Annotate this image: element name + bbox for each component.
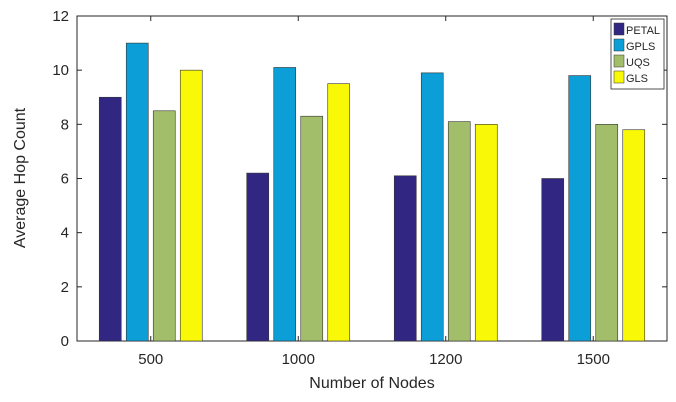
y-tick-label: 0 bbox=[61, 333, 69, 350]
bar-petal-1200 bbox=[393, 175, 417, 342]
legend-label-gpls: GPLS bbox=[626, 41, 655, 53]
y-tick-label: 12 bbox=[52, 8, 69, 25]
y-tick-label: 10 bbox=[52, 62, 69, 79]
x-tick-label: 1000 bbox=[282, 351, 315, 368]
bar-petal-1000 bbox=[246, 172, 270, 342]
bar-petal-1500 bbox=[541, 178, 565, 342]
legend-label-petal: PETAL bbox=[626, 25, 660, 37]
bar-uqs-1500 bbox=[595, 124, 619, 342]
legend: PETAL GPLS UQS GLS bbox=[610, 18, 665, 90]
y-tick-label: 6 bbox=[61, 171, 69, 188]
bar-uqs-1000 bbox=[300, 115, 324, 342]
y-tick-label: 8 bbox=[61, 116, 69, 133]
bar-gpls-1000 bbox=[273, 67, 297, 342]
x-tick-label: 1200 bbox=[429, 351, 462, 368]
bars-layer bbox=[98, 42, 646, 342]
bar-uqs-1200 bbox=[447, 121, 471, 342]
x-tick-label: 500 bbox=[138, 351, 163, 368]
bar-gpls-1500 bbox=[568, 75, 592, 342]
legend-label-uqs: UQS bbox=[626, 57, 650, 69]
bar-gls-1200 bbox=[474, 124, 498, 342]
legend-swatch-petal bbox=[613, 22, 625, 36]
bar-gls-500 bbox=[179, 69, 203, 342]
x-tick-label: 1500 bbox=[577, 351, 610, 368]
bar-gpls-500 bbox=[125, 42, 149, 342]
y-axis-label: Average Hop Count bbox=[12, 107, 29, 248]
y-tick-label: 4 bbox=[61, 225, 69, 242]
legend-swatch-gpls bbox=[613, 38, 625, 52]
bar-gpls-1200 bbox=[420, 72, 444, 342]
legend-swatch-uqs bbox=[613, 54, 625, 68]
ticks-layer: 0 2 4 6 8 10 12 500 1000 1200 1500 bbox=[52, 8, 667, 368]
y-tick-label: 2 bbox=[61, 279, 69, 296]
legend-swatch-gls bbox=[613, 70, 625, 84]
bar-uqs-500 bbox=[152, 110, 176, 342]
legend-label-gls: GLS bbox=[626, 73, 648, 85]
bar-gls-1500 bbox=[622, 129, 646, 342]
x-axis-label: Number of Nodes bbox=[309, 375, 434, 392]
bar-petal-500 bbox=[98, 96, 122, 342]
bar-gls-1000 bbox=[327, 83, 351, 342]
